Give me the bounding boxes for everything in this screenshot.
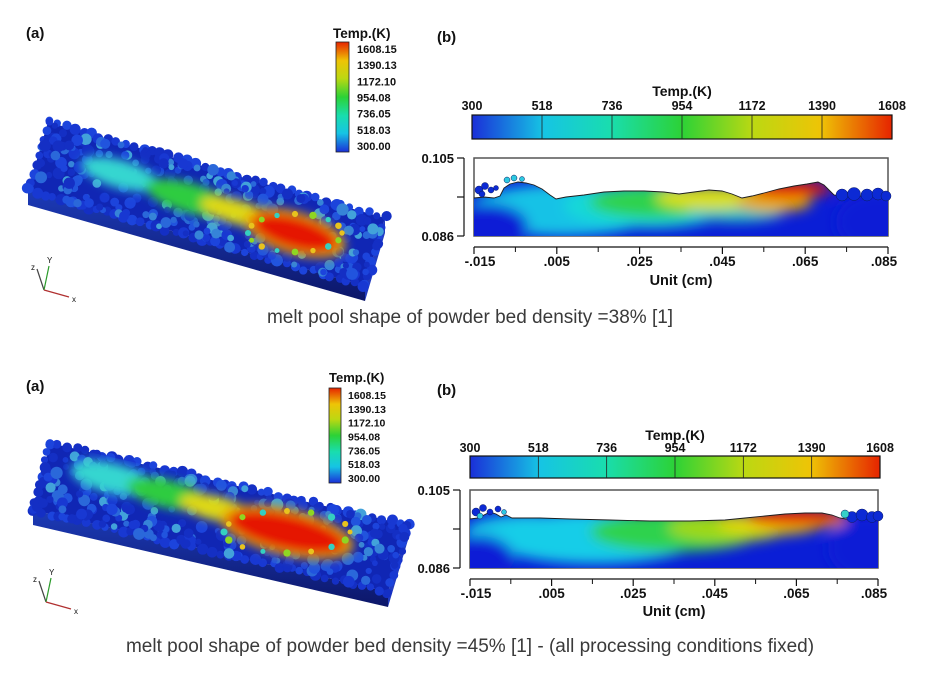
legend-value: 736.05 <box>348 445 380 457</box>
colorbar-title: Temp.(K) <box>652 83 712 99</box>
melt-track <box>70 460 354 560</box>
y-tick-label: 0.105 <box>417 483 450 498</box>
colorbar-tick-label: 1608 <box>878 99 906 113</box>
axis-triad: z Yx <box>33 568 78 616</box>
legend-value: 1172.10 <box>357 76 396 88</box>
colorbar-tick-label: 954 <box>672 99 693 113</box>
colorbar-tick-label: 736 <box>602 99 623 113</box>
caption-density-45: melt pool shape of powder bed density =4… <box>125 636 815 657</box>
colorbar-tick-label: 736 <box>596 441 617 455</box>
axis-triad: z Yx <box>31 256 76 304</box>
axis-y-label: Y <box>47 256 53 265</box>
x-tick-label: -.015 <box>461 586 492 601</box>
panel-b-label: (b) <box>437 29 456 46</box>
legend-value: 518.03 <box>357 125 391 137</box>
y-tick-label: 0.105 <box>421 151 454 166</box>
colorbar-tick-label: 1172 <box>730 441 757 455</box>
x-tick-label: .025 <box>626 254 653 269</box>
x-tick-label: .065 <box>783 586 810 601</box>
axis-z-label: z <box>33 575 37 584</box>
legend-value: 300.00 <box>357 141 391 153</box>
colorbar-tick-label: 1390 <box>798 441 826 455</box>
x-axis-title: Unit (cm) <box>643 604 706 620</box>
legend-value: 736.05 <box>357 109 391 121</box>
x-tick-label: .005 <box>544 254 571 269</box>
x-tick-label: .045 <box>709 254 736 269</box>
figure-density-38: (a) (b) z Yx Temp.(K) 1608.15 1390.13 1172.10 95… <box>21 25 906 304</box>
colorbar-tick-label: 518 <box>528 441 549 455</box>
x-axis-title: Unit (cm) <box>650 273 713 289</box>
panel-b-section: Temp.(K) 300 518 736 954 1172 1390 1608 0.105 0.0… <box>421 83 906 289</box>
y-tick-label: 0.086 <box>417 561 450 576</box>
melt-track <box>81 156 346 258</box>
axis-z-label: z <box>31 263 35 272</box>
legend-value: 1172.10 <box>348 418 386 430</box>
panel-b-label: (b) <box>437 382 456 399</box>
panel-a-label: (a) <box>26 25 44 42</box>
powder-bed-3d-38 <box>21 116 392 301</box>
x-tick-label: .085 <box>871 254 898 269</box>
y-tick-label: 0.086 <box>421 229 454 244</box>
temp-legend: Temp.(K) 1608.15 1390.13 1172.10 954.08 736.0… <box>333 26 397 153</box>
x-tick-label: -.015 <box>465 254 496 269</box>
legend-value: 1390.13 <box>357 60 397 72</box>
legend-value: 954.08 <box>348 431 380 443</box>
legend-title: Temp.(K) <box>329 370 384 385</box>
x-tick-label: .085 <box>861 586 888 601</box>
axis-y-label: Y <box>49 568 55 577</box>
x-tick-label: .005 <box>538 586 565 601</box>
colorbar-tick-label: 1608 <box>866 441 894 455</box>
x-tick-label: .025 <box>620 586 647 601</box>
legend-value: 1608.15 <box>348 390 386 402</box>
colorbar-tick-label: 954 <box>665 441 686 455</box>
legend-value: 300.00 <box>348 473 380 485</box>
colorbar-tick-label: 518 <box>532 99 553 113</box>
x-tick-label: .065 <box>792 254 819 269</box>
legend-value: 1390.13 <box>348 404 386 416</box>
legend-value: 518.03 <box>348 459 380 471</box>
legend-value: 954.08 <box>357 93 391 105</box>
colorbar-tick-label: 300 <box>462 99 483 113</box>
legend-title: Temp.(K) <box>333 26 391 41</box>
colorbar-tick-label: 1172 <box>738 99 765 113</box>
legend-value: 1608.15 <box>357 44 397 56</box>
powder-bed-3d-45 <box>27 439 415 607</box>
panel-a-label: (a) <box>26 378 44 395</box>
panel-b-section: Temp.(K) 300 518 736 954 1172 1390 1608 0.105 0.0… <box>417 427 894 620</box>
colorbar-title: Temp.(K) <box>645 427 705 443</box>
colorbar-tick-label: 1390 <box>808 99 836 113</box>
caption-density-38: melt pool shape of powder bed density =3… <box>266 307 674 328</box>
x-tick-label: .045 <box>702 586 729 601</box>
figure-density-45: (a) (b)zYxTemp.(K)1608.151390.131172.1095… <box>26 370 894 620</box>
axis-x-label: x <box>72 295 76 304</box>
axis-x-label: x <box>74 607 78 616</box>
colorbar-tick-label: 300 <box>460 441 481 455</box>
